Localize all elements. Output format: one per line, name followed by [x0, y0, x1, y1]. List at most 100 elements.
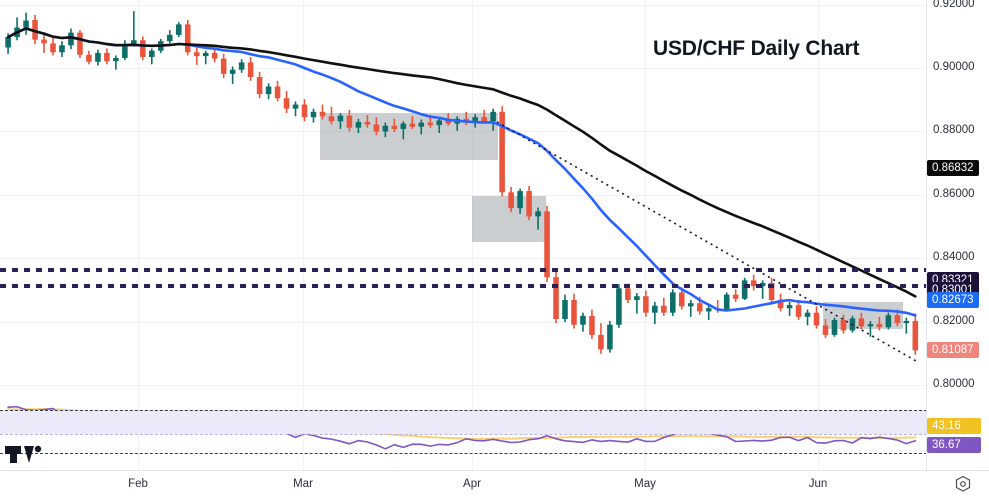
- candle: [104, 48, 110, 65]
- candle: [292, 101, 299, 117]
- candle: [795, 300, 802, 320]
- candle: [643, 290, 649, 317]
- candle: [705, 305, 712, 320]
- candle: [454, 116, 460, 131]
- oscillator-pane: [0, 396, 927, 470]
- candle: [41, 34, 47, 53]
- candle: [517, 188, 523, 214]
- candle: [418, 119, 425, 135]
- candle: [436, 118, 443, 134]
- candle: [140, 36, 146, 61]
- black-moving-average: [6, 27, 917, 298]
- price-tick-0.80000: 0.80000: [933, 377, 975, 390]
- oscillator-band: [0, 410, 927, 434]
- candle: [508, 186, 514, 213]
- descending-trendline: [496, 121, 919, 363]
- candle: [373, 117, 380, 136]
- black-ma-badge[interactable]: 0.86832: [927, 160, 979, 177]
- signal-line-badge[interactable]: 43.16: [927, 418, 981, 434]
- candle: [777, 293, 784, 312]
- candle: [858, 312, 865, 330]
- candle: [77, 30, 83, 58]
- page-title: USD/CHF Daily Chart: [653, 37, 860, 60]
- tradingview-logo: [5, 437, 49, 463]
- time-tick-jun: Jun: [808, 478, 828, 490]
- candle: [400, 121, 407, 140]
- time-tick-may: May: [634, 478, 656, 490]
- candle: [59, 41, 65, 58]
- candle: [598, 323, 604, 354]
- last-price-badge[interactable]: 0.81087: [927, 342, 979, 359]
- settings-hex-icon[interactable]: [953, 474, 973, 494]
- gridline-h-0.84000: [0, 258, 927, 259]
- candle: [220, 53, 227, 79]
- candle: [149, 48, 155, 65]
- candle: [175, 22, 182, 38]
- gridline-h-0.90000: [0, 68, 927, 69]
- time-tick-feb: Feb: [128, 478, 148, 490]
- candle: [562, 294, 568, 323]
- candle: [238, 59, 245, 73]
- gridline-h-0.88000: [0, 131, 927, 132]
- time-tick-apr: Apr: [463, 478, 481, 490]
- resistance-line-upper: [0, 268, 927, 272]
- gridline-h-0.92000: [0, 5, 927, 6]
- candle: [607, 320, 613, 353]
- price-tick-0.92000: 0.92000: [933, 0, 975, 10]
- candle: [319, 104, 326, 120]
- candle: [678, 287, 685, 310]
- stochastic-line-badge[interactable]: 36.67: [927, 437, 981, 453]
- blue-ma-badge[interactable]: 0.82673: [927, 292, 979, 309]
- candle: [813, 306, 820, 329]
- candle: [652, 301, 658, 325]
- candle: [732, 289, 739, 302]
- gridline-v-Jun: [818, 0, 819, 470]
- candle: [184, 19, 191, 56]
- candle: [661, 297, 667, 316]
- price-axis[interactable]: 0.92000 0.90000 0.88000 0.86000 0.84000 0.820…: [926, 0, 989, 470]
- oscillator-mid-line: [0, 434, 927, 435]
- price-tick-0.90000: 0.90000: [933, 61, 975, 74]
- candle: [804, 309, 811, 326]
- gridline-v-May: [645, 0, 646, 470]
- candle: [831, 317, 838, 337]
- candle: [193, 46, 200, 65]
- blue-moving-average: [6, 27, 917, 317]
- candle: [723, 292, 730, 312]
- candle: [283, 90, 290, 114]
- candle: [553, 270, 559, 324]
- candle: [382, 122, 389, 138]
- candle: [526, 185, 532, 221]
- candle: [876, 316, 883, 331]
- candle: [310, 108, 317, 123]
- candle: [499, 106, 505, 197]
- time-tick-mar: Mar: [293, 478, 313, 490]
- candle: [274, 80, 281, 102]
- gridline-v-Feb: [138, 0, 139, 470]
- price-tick-0.86000: 0.86000: [933, 187, 975, 200]
- candle: [786, 301, 793, 316]
- candle: [409, 116, 416, 129]
- gridline-h-0.86000: [0, 195, 927, 196]
- candle: [23, 12, 29, 35]
- candle: [247, 57, 254, 81]
- gridline-h-0.82000: [0, 322, 927, 323]
- candle: [687, 300, 694, 317]
- candle: [122, 40, 128, 61]
- candle: [463, 111, 469, 126]
- candle: [301, 99, 308, 122]
- candle: [912, 313, 919, 355]
- candle: [328, 106, 335, 125]
- candle: [202, 50, 209, 65]
- candle: [131, 11, 137, 47]
- candle: [490, 108, 496, 131]
- candle: [95, 49, 101, 66]
- gridline-h-0.80000: [0, 385, 927, 386]
- price-tick-0.88000: 0.88000: [933, 124, 975, 137]
- candle: [634, 293, 640, 314]
- oscillator-overbought-line: [0, 410, 927, 411]
- time-axis[interactable]: Feb Mar Apr May Jun: [0, 470, 989, 498]
- candle: [903, 317, 910, 334]
- candle: [86, 50, 92, 65]
